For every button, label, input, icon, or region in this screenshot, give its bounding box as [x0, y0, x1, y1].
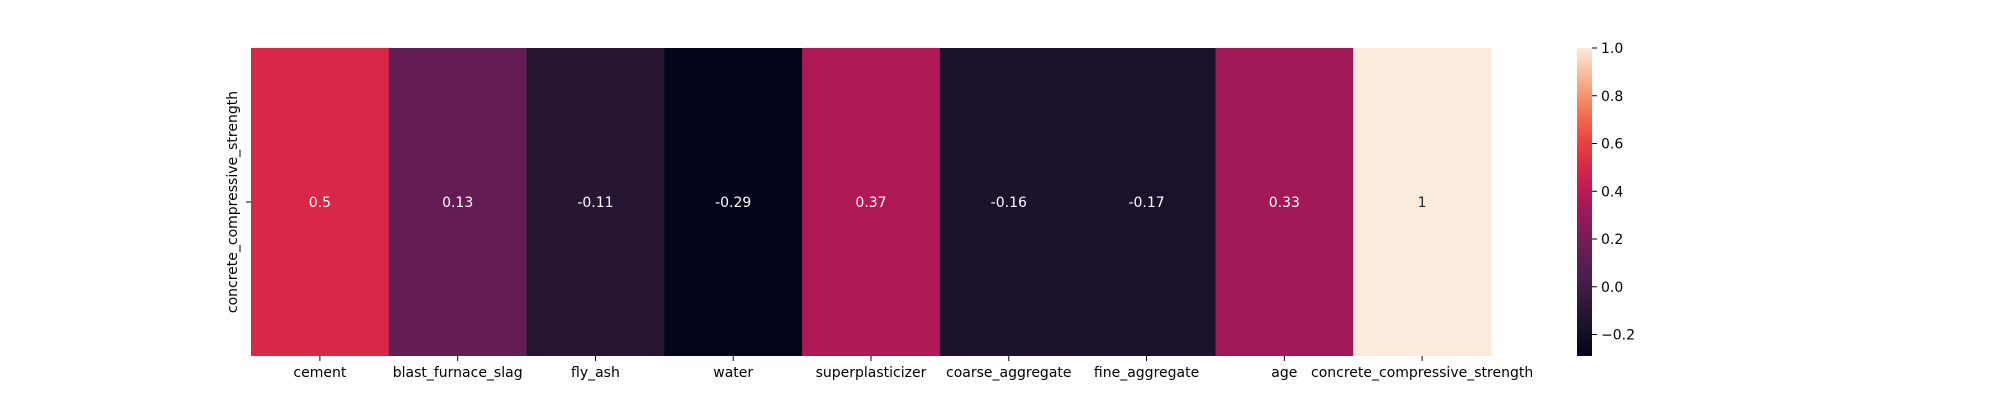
y-tick-label: concrete_compressive_strength: [225, 91, 241, 313]
colorbar-tick-label: 0.2: [1601, 232, 1623, 248]
colorbar-tick-label: 0.0: [1601, 280, 1623, 296]
x-tick-label: fly_ash: [571, 365, 620, 381]
heatmap-cell-fine_aggregate: [1077, 48, 1216, 356]
heatmap-cell-fly_ash: [526, 48, 665, 356]
heatmap-cell-age: [1215, 48, 1354, 356]
heatmap-cell-water: [664, 48, 803, 356]
x-tick-label: superplasticizer: [816, 365, 927, 381]
x-tick-label: blast_furnace_slag: [393, 365, 523, 381]
colorbar-tick-label: 0.6: [1601, 137, 1623, 153]
colorbar-tick-label: −0.2: [1601, 328, 1635, 344]
cell-value-label: 0.37: [855, 195, 886, 211]
x-axis: cement blast_furnace_slag fly_ash water supe…: [293, 356, 1533, 381]
x-tick-label: age: [1271, 365, 1297, 381]
heatmap-cell-superplasticizer: [802, 48, 941, 356]
x-tick-label: water: [713, 365, 753, 381]
cell-value-label: 1: [1418, 195, 1427, 211]
heatmap-cell-coarse_aggregate: [939, 48, 1079, 356]
cell-value-label: 0.13: [442, 195, 473, 211]
colorbar-gradient: [1577, 48, 1592, 356]
y-axis: concrete_compressive_strength: [225, 91, 251, 313]
heatmap-cells: 0.5 0.13 -0.11 -0.29 0.37 -0.16 -0.17 0.33 1: [251, 48, 1492, 356]
cell-value-label: -0.17: [1128, 195, 1164, 211]
x-tick-label: cement: [293, 365, 346, 381]
x-tick-label: concrete_compressive_strength: [1311, 365, 1533, 381]
colorbar-ticks: −0.2 0.0 0.2 0.4 0.6 0.8 1.0: [1592, 41, 1635, 344]
heatmap-cell-blast_furnace_slag: [388, 48, 528, 356]
x-tick-label: coarse_aggregate: [946, 365, 1072, 381]
x-tick-label: fine_aggregate: [1094, 365, 1199, 381]
colorbar-tick-label: 0.8: [1601, 89, 1623, 105]
cell-value-label: -0.11: [577, 195, 613, 211]
cell-value-label: -0.16: [991, 195, 1027, 211]
colorbar-tick-label: 0.4: [1601, 184, 1623, 200]
cell-value-label: -0.29: [715, 195, 751, 211]
colorbar: −0.2 0.0 0.2 0.4 0.6 0.8 1.0: [1577, 41, 1635, 356]
colorbar-tick-label: 1.0: [1601, 41, 1623, 57]
heatmap-cell-cement: [251, 48, 390, 356]
cell-value-label: 0.5: [309, 195, 331, 211]
heatmap-cell-concrete_compressive_strength: [1353, 48, 1492, 356]
cell-value-label: 0.33: [1269, 195, 1300, 211]
